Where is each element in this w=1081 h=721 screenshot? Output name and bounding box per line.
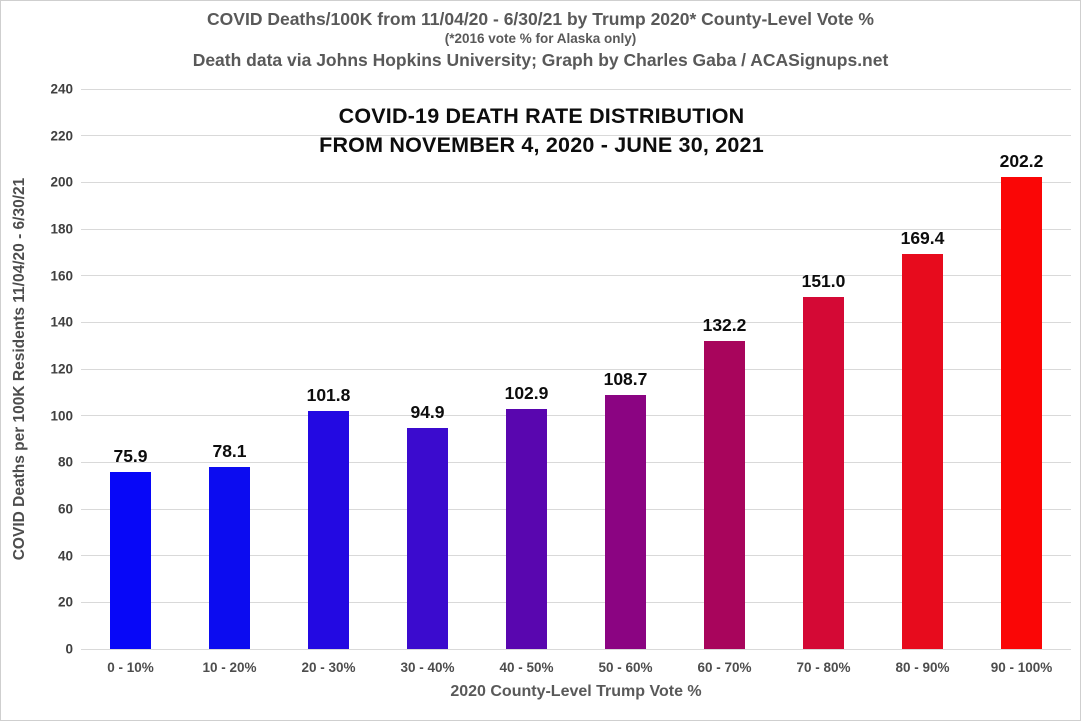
y-tick-20: 20 — [57, 594, 73, 610]
bar-value-label: 202.2 — [999, 151, 1044, 172]
y-axis-label: COVID Deaths per 100K Residents 11/04/20… — [11, 177, 28, 561]
chart-title-line1: COVID-19 DEATH RATE DISTRIBUTION — [338, 104, 745, 128]
bar-50 - 60% — [605, 395, 646, 649]
y-tick-120: 120 — [50, 361, 73, 377]
bar-60 - 70% — [704, 340, 745, 649]
x-tick-10 - 20%: 10 - 20% — [202, 660, 257, 675]
bar-value-label: 75.9 — [113, 445, 148, 466]
bar-0 - 10% — [110, 471, 151, 649]
bar-value-label: 108.7 — [603, 369, 648, 390]
bar-value-label: 101.8 — [306, 385, 351, 406]
x-tick-90 - 100%: 90 - 100% — [990, 660, 1053, 675]
header-subtitle: (*2016 vote % for Alaska only) — [444, 31, 637, 46]
gridline-y-180 — [81, 228, 1071, 230]
x-tick-50 - 60%: 50 - 60% — [598, 660, 653, 675]
gridline-y-200 — [81, 181, 1071, 183]
x-axis-label: 2020 County-Level Trump Vote % — [450, 683, 702, 700]
header: COVID Deaths/100K from 11/04/20 - 6/30/2… — [1, 8, 1080, 72]
bar-80 - 90% — [902, 253, 943, 649]
y-tick-80: 80 — [57, 454, 73, 470]
gridline-y-160 — [81, 275, 1071, 277]
gridline-y-40 — [81, 555, 1071, 557]
y-tick-240: 240 — [50, 81, 73, 97]
y-tick-60: 60 — [57, 501, 73, 517]
x-tick-40 - 50%: 40 - 50% — [499, 660, 554, 675]
bar-70 - 80% — [803, 296, 844, 649]
bar-value-label: 78.1 — [212, 440, 247, 461]
gridline-y-140 — [81, 321, 1071, 323]
y-tick-100: 100 — [50, 408, 73, 424]
y-tick-160: 160 — [50, 268, 73, 284]
bar-value-label: 102.9 — [504, 382, 549, 403]
bar-value-label: 94.9 — [410, 401, 445, 422]
y-tick-220: 220 — [50, 128, 73, 144]
x-tick-80 - 90%: 80 - 90% — [895, 660, 950, 675]
bar-10 - 20% — [209, 466, 250, 649]
y-tick-140: 140 — [50, 314, 73, 330]
x-tick-0 - 10%: 0 - 10% — [107, 660, 154, 675]
bar-value-label: 151.0 — [801, 270, 846, 291]
bar-30 - 40% — [407, 427, 448, 649]
gridline-y-220 — [81, 135, 1071, 137]
bar-value-label: 132.2 — [702, 314, 747, 335]
y-tick-0: 0 — [65, 641, 73, 657]
header-title: COVID Deaths/100K from 11/04/20 - 6/30/2… — [207, 9, 874, 29]
gridline-y-20 — [81, 601, 1071, 603]
gridline-y-240 — [81, 88, 1071, 90]
gridline-y-0 — [81, 648, 1071, 650]
x-tick-70 - 80%: 70 - 80% — [796, 660, 851, 675]
x-tick-60 - 70%: 60 - 70% — [697, 660, 752, 675]
y-tick-40: 40 — [57, 548, 73, 564]
bar-20 - 30% — [308, 411, 349, 649]
x-tick-30 - 40%: 30 - 40% — [400, 660, 455, 675]
y-tick-180: 180 — [50, 221, 73, 237]
gridline-y-120 — [81, 368, 1071, 370]
y-tick-200: 200 — [50, 174, 73, 190]
bar-40 - 50% — [506, 408, 547, 649]
gridline-y-80 — [81, 461, 1071, 463]
x-tick-20 - 30%: 20 - 30% — [301, 660, 356, 675]
bar-90 - 100% — [1001, 177, 1042, 649]
header-credit: Death data via Johns Hopkins University;… — [192, 50, 889, 70]
bar-value-label: 169.4 — [900, 227, 945, 248]
chart-title-line2: FROM NOVEMBER 4, 2020 - JUNE 30, 2021 — [319, 133, 764, 157]
gridline-y-100 — [81, 415, 1071, 417]
chart-title: COVID-19 DEATH RATE DISTRIBUTION FROM NO… — [1, 102, 1080, 160]
gridline-y-60 — [81, 508, 1071, 510]
